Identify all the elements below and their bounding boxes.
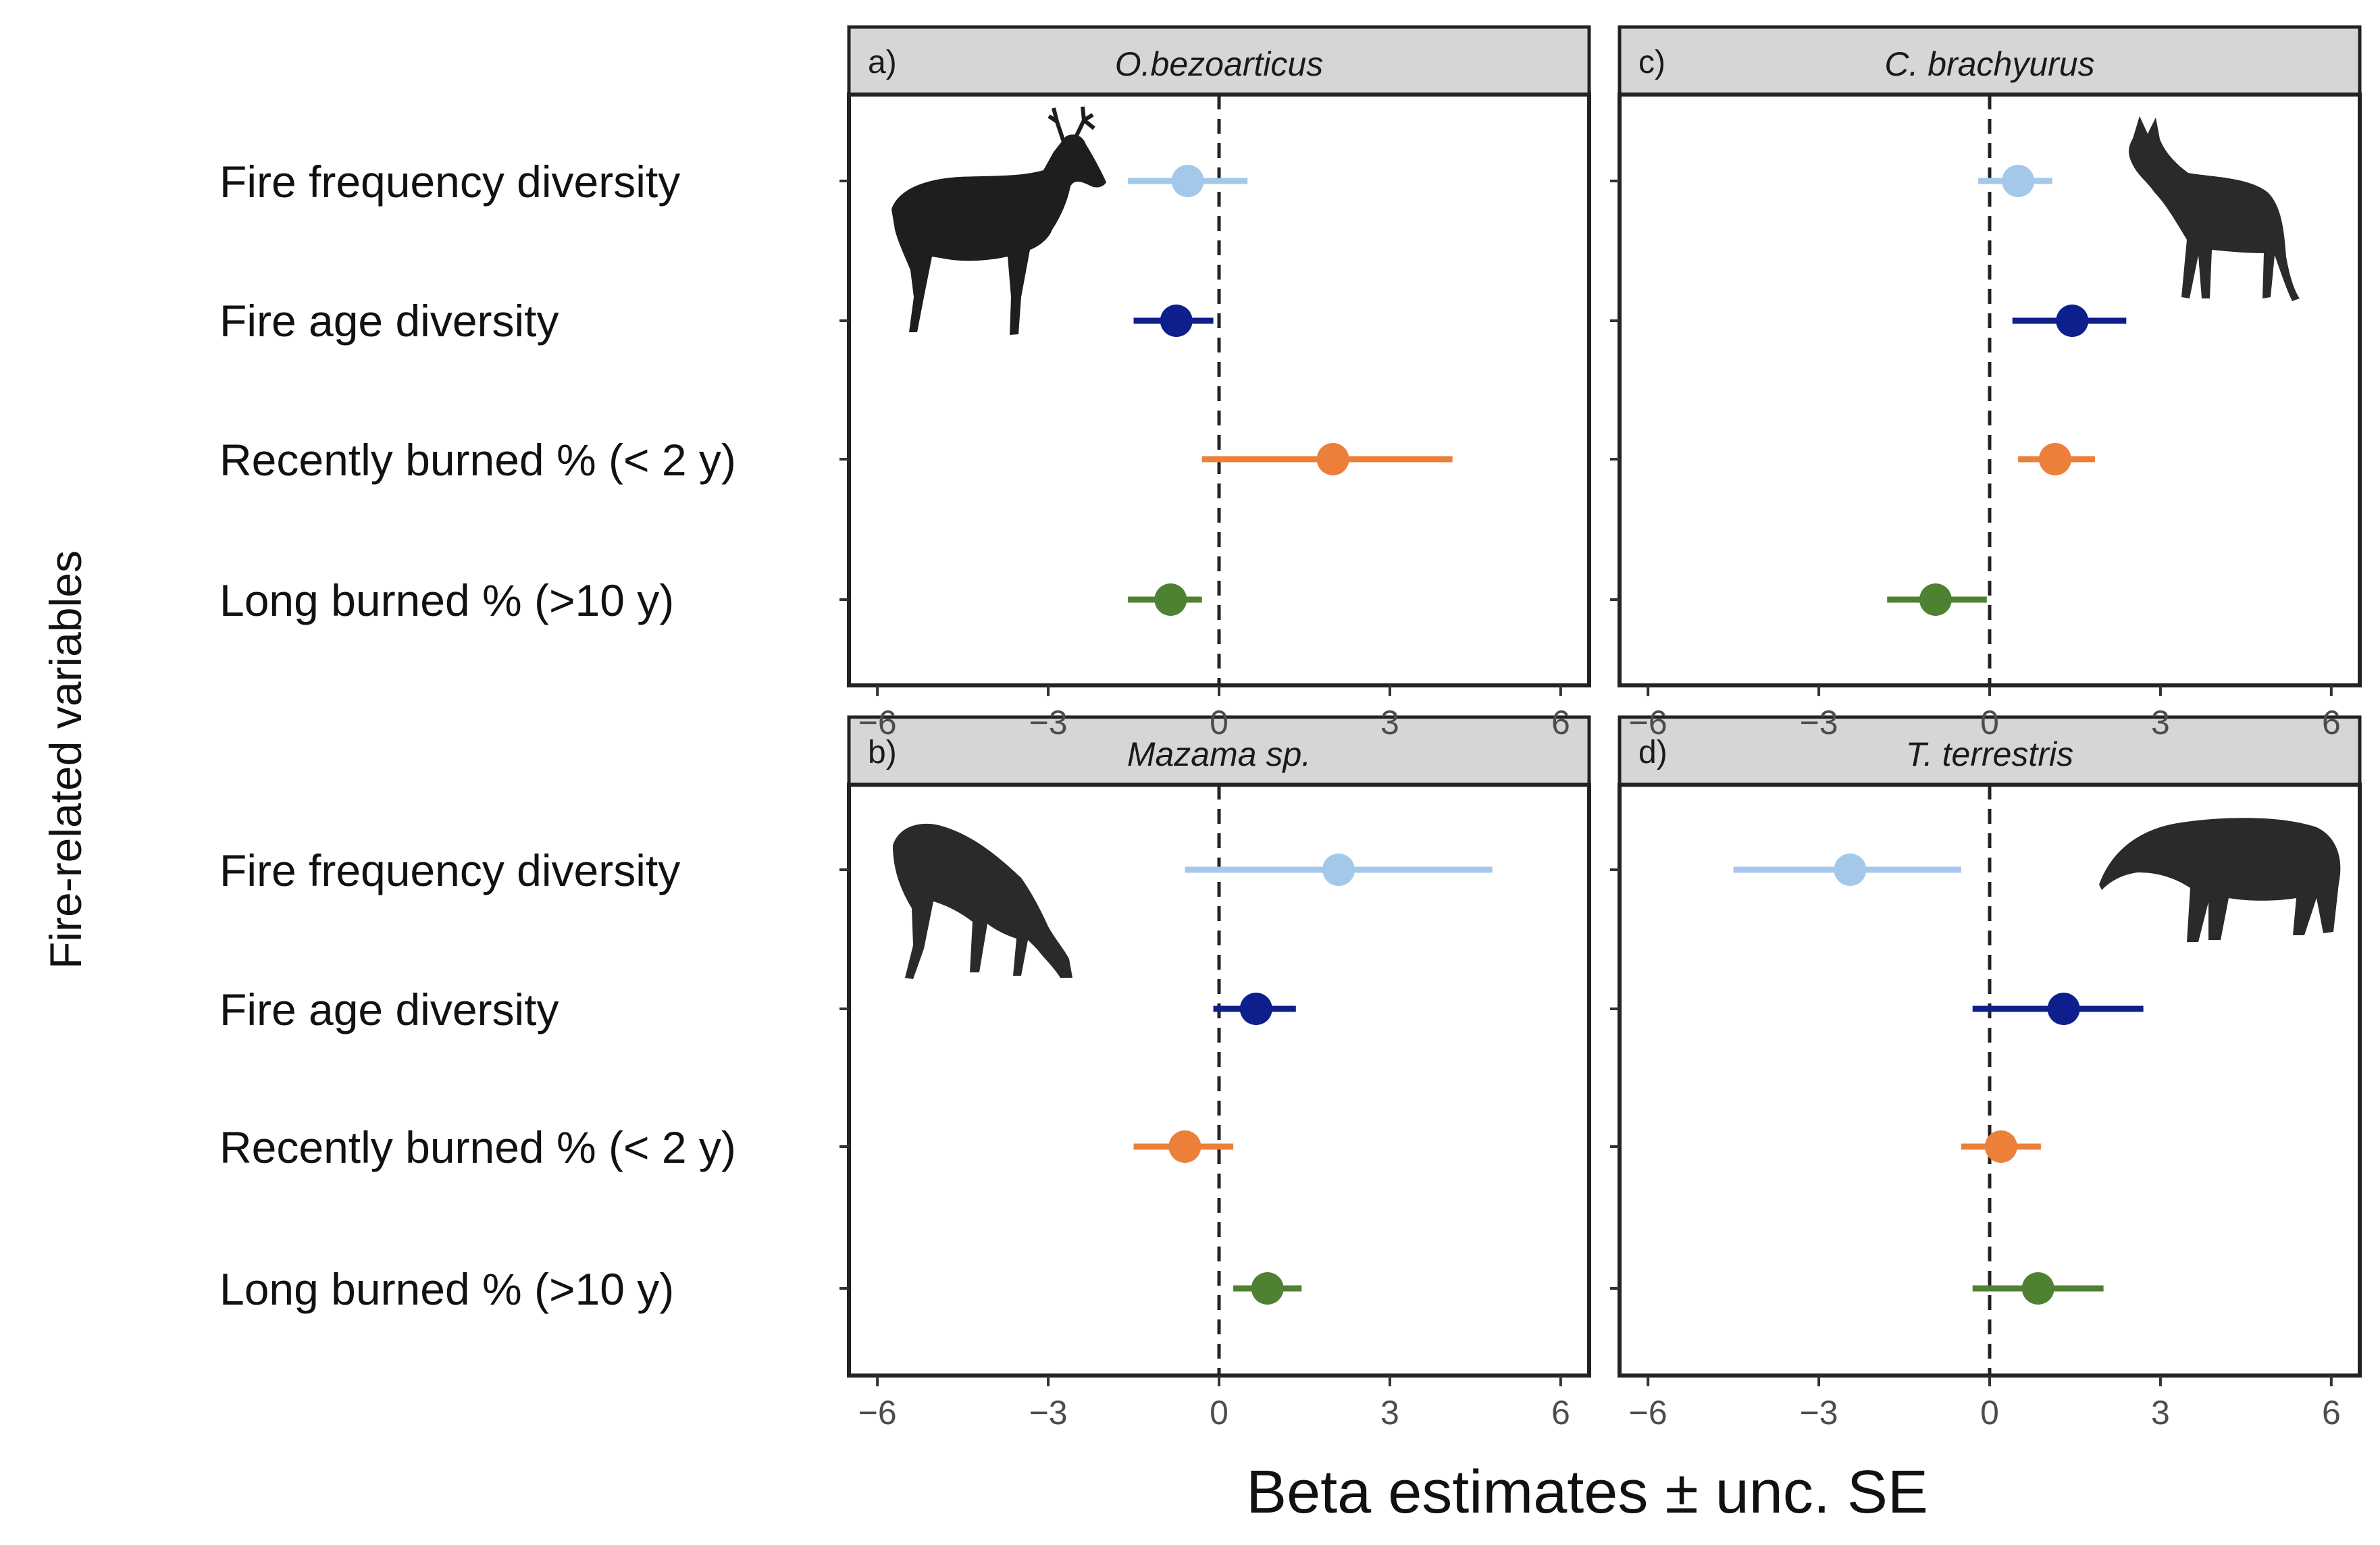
row-label: Fire age diversity [219,985,559,1035]
row-label: Recently burned % (< 2 y) [219,1122,736,1172]
x-tick-label: −6 [1629,1394,1667,1432]
x-tick-label: 0 [1210,704,1228,741]
row-label: Fire frequency diversity [219,157,680,207]
estimate-point [1239,993,1272,1025]
panel-c: c) C. brachyurus [1618,25,2362,687]
estimate-point [2047,993,2080,1025]
row-labels-bottom: Fire frequency diversity Fire age divers… [219,845,736,1314]
x-tick-label: −3 [1800,1394,1838,1432]
panel-tag: c) [1638,45,1665,80]
estimate-point [1160,305,1193,337]
strip-background [1618,715,2362,787]
row-label: Fire frequency diversity [219,845,680,895]
strip-background [847,715,1591,787]
species-name: C. brachyurus [1884,45,2094,83]
estimate-point [2038,443,2071,475]
x-tick-label: −6 [858,1394,897,1432]
estimate-point [1154,583,1187,616]
row-label: Recently burned % (< 2 y) [219,435,736,485]
panel-tag: d) [1638,735,1667,770]
chart-marks: −6 −3 0 3 6 −6 −3 0 3 6 −6 −3 0 3 6 −6 −3 0 3 6 [839,95,2341,1432]
species-name: O.bezoarticus [1115,45,1323,83]
pampas-deer-icon [891,106,1106,336]
x-tick-label: −6 [1629,704,1667,741]
x-tick-label: 6 [2322,704,2341,741]
estimate-point [1919,583,1952,616]
x-tick-label: −3 [1029,704,1068,741]
row-labels-top: Fire frequency diversity Fire age divers… [219,157,736,625]
estimate-point [1171,165,1204,197]
row-label: Long burned % (>10 y) [219,1264,674,1314]
x-tick-label: 6 [1551,1394,1570,1432]
x-tick-label: 6 [2322,1394,2341,1432]
panel-tag: a) [868,45,897,80]
x-tick-label: 0 [1980,1394,1999,1432]
x-tick-label: 3 [2151,704,2170,741]
estimate-point [1834,854,1867,886]
row-label: Fire age diversity [219,296,559,346]
tapir-icon [2099,818,2341,942]
x-tick-label: −3 [1800,704,1838,741]
strip-background [1618,25,2362,97]
x-axis-title: Beta estimates ± unc. SE [1246,1459,1928,1526]
estimate-point [1984,1130,2017,1163]
estimate-point [1251,1272,1284,1305]
x-tick-label: 0 [1210,1394,1228,1432]
estimate-point [2021,1272,2054,1305]
brocket-deer-icon [893,823,1072,979]
maned-wolf-icon [2129,116,2300,301]
y-axis-title: Fire-related variables [41,550,90,969]
x-tick-label: −6 [858,704,897,741]
x-tick-label: 3 [1380,704,1399,741]
strip-background [847,25,1591,97]
estimate-point [1168,1130,1201,1163]
estimate-point [1322,854,1355,886]
estimate-point [2056,305,2089,337]
x-tick-label: 3 [1380,1394,1399,1432]
species-name: Mazama sp. [1127,735,1311,773]
x-tick-label: 0 [1980,704,1999,741]
estimate-point [1316,443,1349,475]
x-tick-label: 6 [1551,704,1570,741]
row-label: Long burned % (>10 y) [219,575,674,625]
species-name: T. terrestris [1906,735,2073,773]
x-tick-label: −3 [1029,1394,1068,1432]
estimate-point [2002,165,2035,197]
panel-tag: b) [868,735,897,770]
x-tick-label: 3 [2151,1394,2170,1432]
